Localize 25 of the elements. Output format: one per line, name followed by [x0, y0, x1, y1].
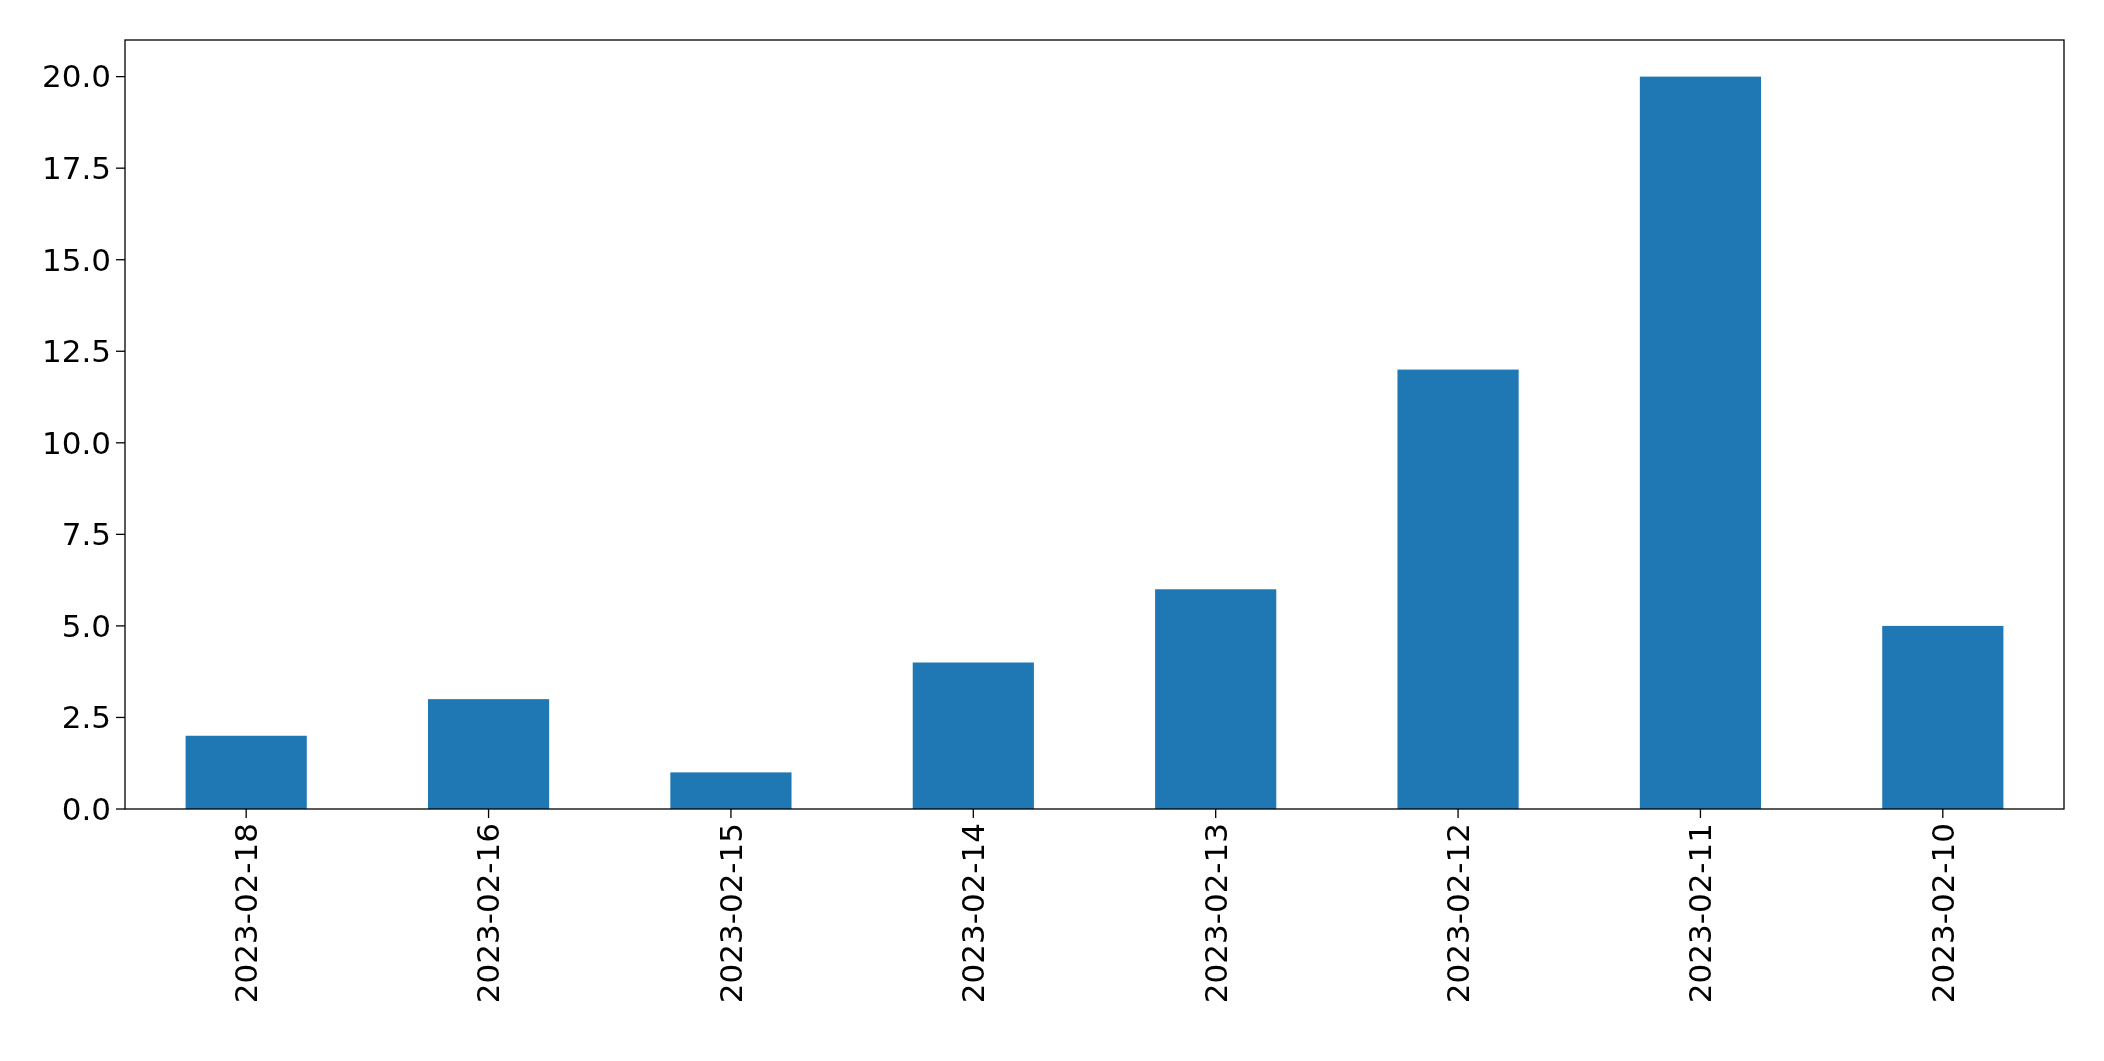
- x-tick-label: 2023-02-12: [1439, 823, 1476, 1004]
- y-tick-label: 2.5: [61, 699, 111, 736]
- bar: [1882, 625, 2004, 809]
- y-tick-label: 12.5: [41, 333, 111, 370]
- bar: [670, 772, 792, 809]
- x-tick-label: 2023-02-10: [1924, 823, 1961, 1004]
- y-tick-label: 10.0: [41, 424, 111, 461]
- y-tick-label: 15.0: [41, 241, 111, 278]
- bar: [185, 735, 307, 809]
- y-tick-label: 17.5: [41, 150, 111, 187]
- x-tick-label: 2023-02-11: [1682, 823, 1719, 1004]
- bar: [1155, 589, 1277, 809]
- y-tick-label: 0.0: [61, 790, 111, 827]
- y-tick-label: 5.0: [61, 607, 111, 644]
- x-tick-label: 2023-02-18: [228, 823, 265, 1004]
- bar: [427, 699, 550, 809]
- y-tick-label: 20.0: [41, 58, 111, 95]
- x-tick-label: 2023-02-14: [955, 823, 992, 1004]
- x-tick-label: 2023-02-15: [712, 823, 749, 1004]
- bar: [912, 662, 1034, 809]
- x-tick-label: 2023-02-13: [1197, 823, 1234, 1004]
- bar: [1397, 369, 1519, 809]
- y-tick-label: 7.5: [61, 516, 111, 553]
- bar: [1639, 76, 1762, 809]
- x-tick-label: 2023-02-16: [470, 823, 507, 1004]
